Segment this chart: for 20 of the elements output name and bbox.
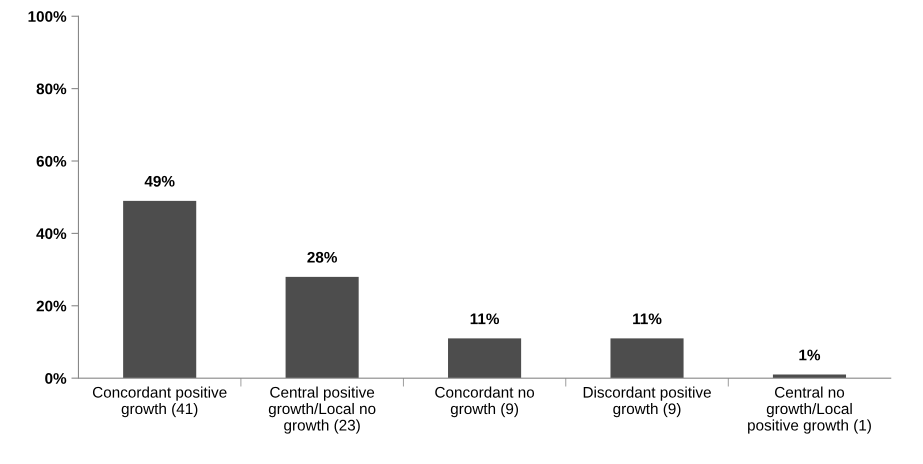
data-label: 1% [799, 350, 820, 360]
data-label: 49% [144, 176, 175, 187]
data-label: 11% [633, 313, 662, 324]
x-tick-label: Central no growth/Local positive growth (1) [748, 386, 871, 434]
x-tick-label: Central positive growth/Local no growth (23) [268, 386, 376, 434]
bar [286, 276, 359, 378]
x-tick-label: Discordant positive growth (9) [584, 386, 711, 418]
y-tick-label: 20% [36, 300, 66, 312]
bar [123, 200, 196, 378]
x-tick-label: Concordant no growth (9) [435, 386, 534, 418]
data-label: 28% [307, 252, 338, 263]
y-tick-label: 0% [45, 373, 66, 384]
x-tick-label: Concordant positive growth (41) [92, 386, 227, 418]
bar [448, 338, 522, 378]
y-tick-label: 60% [36, 156, 66, 167]
y-tick-label: 80% [36, 83, 66, 94]
y-tick-label: 40% [36, 228, 66, 240]
bar [610, 338, 684, 378]
data-label: 11% [470, 313, 500, 324]
y-tick-label: 100% [28, 11, 66, 22]
